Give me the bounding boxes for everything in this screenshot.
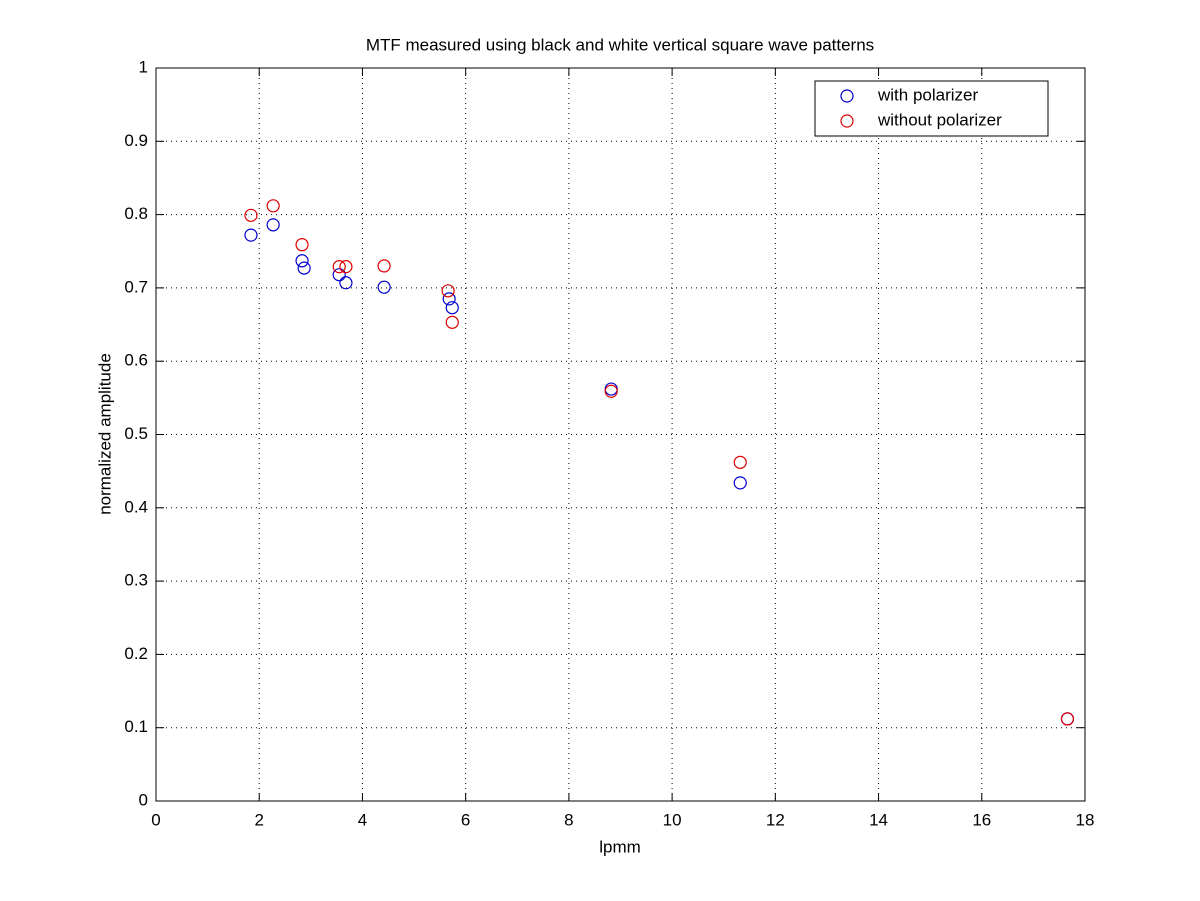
legend-marker (840, 89, 854, 103)
marker (266, 199, 280, 213)
marker (733, 476, 747, 490)
legend-label: without polarizer (877, 110, 1002, 129)
x-tick-label: 8 (564, 810, 573, 829)
x-tick-label: 16 (972, 810, 991, 829)
y-tick-label: 0.5 (124, 424, 148, 443)
marker (445, 301, 459, 315)
marker (266, 218, 280, 232)
marker (442, 292, 456, 306)
y-tick-label: 0.7 (124, 277, 148, 296)
y-tick-label: 0.4 (124, 497, 148, 516)
x-tick-label: 14 (869, 810, 888, 829)
marker (297, 261, 311, 275)
y-tick-label: 1 (139, 57, 148, 76)
x-tick-label: 0 (151, 810, 160, 829)
y-tick-label: 0.2 (124, 644, 148, 663)
marker (332, 268, 346, 282)
plot-frame (155, 67, 1086, 802)
legend-box (814, 80, 1049, 137)
marker (1060, 712, 1075, 726)
x-tick-label: 12 (766, 810, 785, 829)
y-tick-label: 0.6 (124, 351, 148, 370)
marker (604, 384, 618, 398)
y-tick-label: 0.1 (124, 717, 148, 736)
marker (332, 260, 346, 274)
marker (295, 238, 309, 252)
marker (733, 455, 747, 469)
marker (295, 254, 309, 268)
legend-marker (840, 114, 854, 128)
marker (441, 284, 455, 298)
marker (244, 228, 258, 242)
y-axis-label: normalized amplitude (95, 353, 114, 515)
y-tick-label: 0.8 (124, 204, 148, 223)
marker (339, 276, 353, 290)
y-tick-label: 0.3 (124, 571, 148, 590)
marker (377, 259, 391, 273)
chart-title: MTF measured using black and white verti… (366, 35, 874, 54)
x-tick-label: 4 (358, 810, 367, 829)
legend-label: with polarizer (877, 85, 978, 104)
marker (445, 315, 459, 329)
x-tick-label: 6 (461, 810, 470, 829)
x-tick-label: 18 (1076, 810, 1095, 829)
x-tick-label: 10 (663, 810, 682, 829)
x-axis-label: lpmm (599, 837, 641, 856)
marker (244, 208, 258, 222)
y-tick-label: 0 (139, 790, 148, 809)
marker (377, 280, 391, 294)
marker (339, 260, 353, 274)
y-tick-label: 0.9 (124, 131, 148, 150)
x-tick-label: 2 (254, 810, 263, 829)
